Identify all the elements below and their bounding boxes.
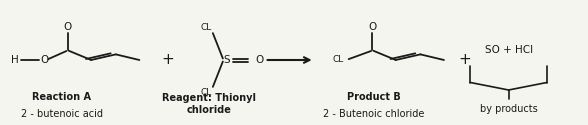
- Text: 2 - Butenoic chloride: 2 - Butenoic chloride: [323, 109, 424, 119]
- Text: CL: CL: [200, 88, 212, 97]
- Text: CL: CL: [200, 23, 212, 32]
- Text: SO + HCl: SO + HCl: [485, 45, 533, 55]
- Text: +: +: [161, 52, 174, 68]
- Text: +: +: [458, 52, 471, 68]
- Text: O: O: [40, 55, 48, 65]
- Text: O: O: [256, 55, 264, 65]
- Text: Reaction A: Reaction A: [32, 92, 91, 102]
- Text: O: O: [368, 22, 376, 32]
- Text: H: H: [11, 55, 19, 65]
- Text: Reagent: Thionyl
chloride: Reagent: Thionyl chloride: [162, 93, 256, 114]
- Text: 2 - butenoic acid: 2 - butenoic acid: [21, 109, 103, 119]
- Text: O: O: [64, 22, 72, 32]
- Text: Product B: Product B: [346, 92, 400, 102]
- Text: S: S: [223, 55, 230, 65]
- Text: CL: CL: [332, 56, 344, 64]
- Text: by products: by products: [480, 104, 537, 114]
